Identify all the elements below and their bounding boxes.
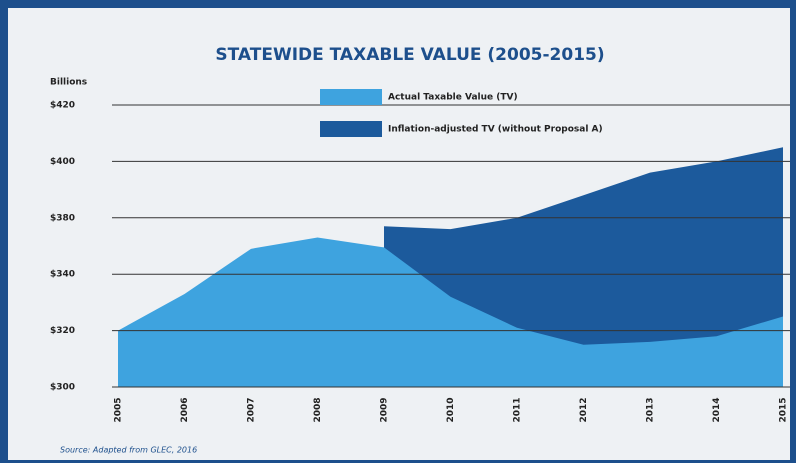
legend-swatch — [320, 89, 382, 105]
y-tick-label: $420 — [50, 101, 75, 111]
x-tick-label: 2014 — [712, 397, 722, 422]
source: Source: Adapted from GLEC, 2016 — [60, 446, 197, 455]
x-tick-label: 2013 — [646, 397, 656, 422]
legend-label: Inflation-adjusted TV (without Proposal … — [388, 125, 603, 135]
x-tick-label: 2009 — [380, 397, 390, 422]
chart-title: STATEWIDE TAXABLE VALUE (2005-2015) — [215, 45, 604, 65]
y-tick-label: $380 — [50, 213, 75, 223]
legend-swatch — [320, 121, 382, 137]
x-tick-label: 2006 — [180, 397, 190, 422]
x-tick-label: 2008 — [313, 397, 323, 422]
x-tick-label: 2011 — [513, 397, 523, 422]
x-tick-label: 2015 — [779, 397, 789, 422]
y-tick-label: $300 — [50, 383, 75, 393]
y-tick-label: $340 — [50, 270, 75, 280]
legend-label: Actual Taxable Value (TV) — [388, 93, 518, 103]
x-tick-label: 2007 — [247, 397, 257, 422]
y-axis-label: Billions — [50, 78, 87, 88]
y-tick-label: $400 — [50, 157, 75, 167]
x-tick-label: 2005 — [114, 397, 124, 422]
area — [118, 237, 783, 387]
x-tick-label: 2010 — [446, 397, 456, 422]
x-tick-label: 2012 — [579, 397, 589, 422]
y-tick-label: $320 — [50, 326, 75, 336]
